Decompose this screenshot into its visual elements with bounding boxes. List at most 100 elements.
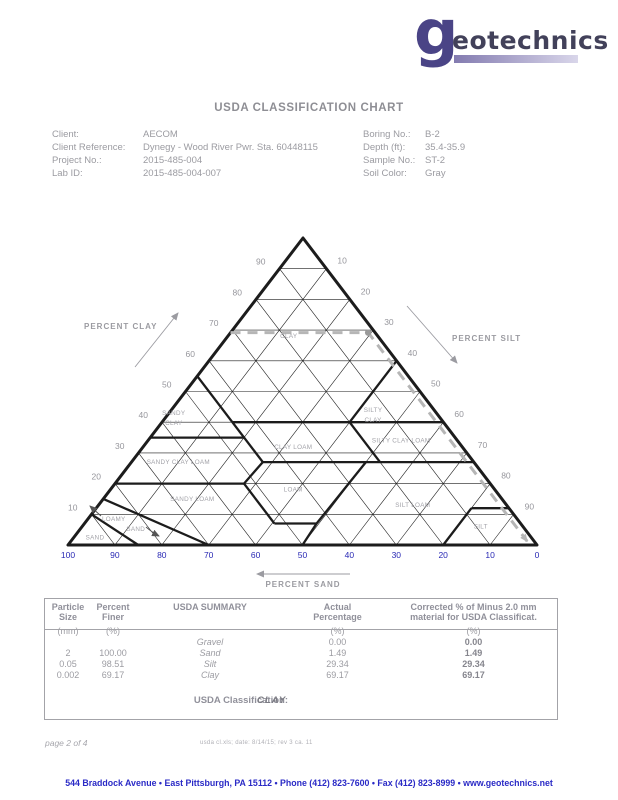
classification-label: USDA Classification: [193, 695, 288, 706]
class-boundary [348, 421, 381, 463]
class-boundary [442, 507, 473, 546]
col-header-actual-2: Percentage [313, 612, 362, 622]
units-pct-finer: (%) [106, 626, 120, 636]
region-label-silty-clay-loam: SILTY CLAY LOAM [372, 438, 431, 445]
form-revision-note: usda cl.xls; date: 8/14/15; rev 3 ca. 11 [200, 740, 313, 746]
sample-no-value: ST-2 [425, 155, 446, 166]
lab-id-value: 2015-485-004-007 [143, 168, 222, 179]
geotechnics-logo: g eotechnics [402, 0, 608, 80]
region-label-sandy-loam: SANDY LOAM [170, 496, 214, 503]
usda-summary-table: Particle Percent USDA SUMMARY Actual Cor… [44, 598, 558, 720]
silt-axis-arrow [406, 305, 458, 364]
region-label-sand: SAND [86, 534, 105, 541]
clay-tick: 50 [162, 380, 172, 390]
class-boundary [348, 360, 398, 423]
silt-tick: 50 [431, 379, 441, 389]
page-title: USDA CLASSIFICATION CHART [214, 102, 404, 114]
class-boundary [102, 497, 210, 547]
col-header-corrected-2: material for USDA Classificat. [410, 612, 537, 622]
class-boundary [301, 522, 318, 546]
clay-tick: 20 [92, 472, 102, 482]
region-label-silty-clay: SILTY [364, 407, 383, 414]
units-pct-corrected: (%) [466, 626, 481, 636]
table-row-gravel: Gravel 0.00 0.00 [196, 637, 483, 647]
usda-ternary-chart: 90 80 70 60 50 40 30 20 10 10 20 30 40 50 60 70 80 90 100 9… [0, 230, 618, 600]
classification-value: CLAY [257, 695, 287, 706]
client-label: Client: [52, 129, 79, 140]
clay-tick: 30 [115, 441, 125, 451]
table-row-silt: 0.05 98.51 Silt 29.34 29.34 [59, 659, 485, 669]
percent-clay-label: PERCENT CLAY [84, 322, 158, 331]
soil-color-value: Gray [425, 168, 446, 179]
class-boundary [243, 482, 276, 525]
clay-axis-arrow [134, 312, 179, 368]
sand-tick: 90 [110, 550, 120, 560]
logo-g-glyph: g [414, 0, 459, 69]
silt-tick: 40 [408, 348, 418, 358]
soil-color-label: Soil Color: [363, 168, 407, 179]
lab-id-label: Lab ID: [52, 168, 83, 179]
sand-tick: 20 [438, 550, 448, 560]
client-reference-label: Client Reference: [52, 142, 126, 153]
info-right-labels: Boring No.: Depth (ft): Sample No.: Soil… [363, 128, 415, 180]
units-mm: (mm) [57, 626, 79, 636]
region-label-sandy-clay: SANDY [162, 410, 186, 417]
col-header-particle-2: Size [58, 612, 77, 622]
info-left-values: AECOM Dynegy - Wood River Pwr. Sta. 6044… [143, 128, 318, 180]
silt-tick: 20 [361, 286, 371, 296]
page-number: page 2 of 4 [45, 738, 88, 748]
depth-value: 35.4-35.9 [425, 142, 466, 153]
info-right-values: B-2 35.4-35.9 ST-2 Gray [425, 128, 465, 180]
col-header-percent-1: Percent [96, 602, 130, 612]
clay-tick: 10 [68, 502, 78, 512]
col-header-particle-1: Particle [51, 602, 85, 612]
silt-tick: 10 [337, 256, 347, 266]
sand-tick: 60 [251, 550, 261, 560]
class-boundary [196, 375, 264, 463]
sand-label-arrow [89, 505, 102, 517]
table-header-divider [45, 629, 557, 630]
region-label-sandy-clay: CLAY [165, 420, 183, 427]
depth-label: Depth (ft): [363, 142, 406, 153]
sand-tick: 100 [61, 550, 75, 560]
clay-tick: 80 [233, 287, 243, 297]
silt-tick: 90 [525, 501, 535, 511]
class-boundary [90, 513, 139, 546]
client-reference-value: Dynegy - Wood River Pwr. Sta. 60448115 [143, 142, 318, 153]
sand-tick: 0 [535, 550, 540, 560]
region-label-silty-clay: CLAY [364, 417, 382, 424]
region-label-loamy-sand: LOAMY [102, 516, 126, 523]
percent-sand-label: PERCENT SAND [265, 580, 340, 589]
table-row-sand: 2 100.00 Sand 1.49 1.49 [65, 648, 483, 658]
silt-tick: 30 [384, 317, 394, 327]
col-header-corrected-1: Corrected % of Minus 2.0 mm [410, 602, 537, 612]
logo-wordmark: eotechnics [452, 26, 609, 55]
clay-tick: 90 [256, 257, 266, 267]
info-left-labels: Client: Client Reference: Project No.: L… [52, 128, 125, 180]
silt-tick: 70 [478, 440, 488, 450]
triangle-outline [66, 236, 539, 547]
region-label-silt: SILT [474, 524, 488, 531]
units-pct-actual: (%) [330, 626, 345, 636]
boring-no-label: Boring No.: [363, 129, 411, 140]
table-row-clay: 0.002 69.17 Clay 69.17 69.17 [56, 670, 485, 680]
sand-tick: 30 [392, 550, 402, 560]
sand-tick: 50 [298, 550, 308, 560]
col-header-percent-2: Finer [101, 612, 124, 622]
clay-tick: 40 [139, 410, 149, 420]
clay-tick: 70 [209, 318, 219, 328]
col-header-actual-1: Actual [323, 602, 352, 612]
sample-no-label: Sample No.: [363, 155, 416, 166]
loamy-sand-label-arrow [145, 526, 160, 537]
class-boundary [243, 461, 264, 485]
boring-no-value: B-2 [425, 129, 440, 140]
sand-tick: 40 [345, 550, 355, 560]
project-no-value: 2015-485-004 [143, 155, 203, 166]
region-label-loam: LOAM [284, 487, 303, 494]
clay-tick: 60 [186, 349, 196, 359]
region-label-silt-loam: SILT LOAM [395, 502, 430, 509]
silt-tick: 60 [454, 409, 464, 419]
percent-silt-label: PERCENT SILT [452, 334, 521, 343]
